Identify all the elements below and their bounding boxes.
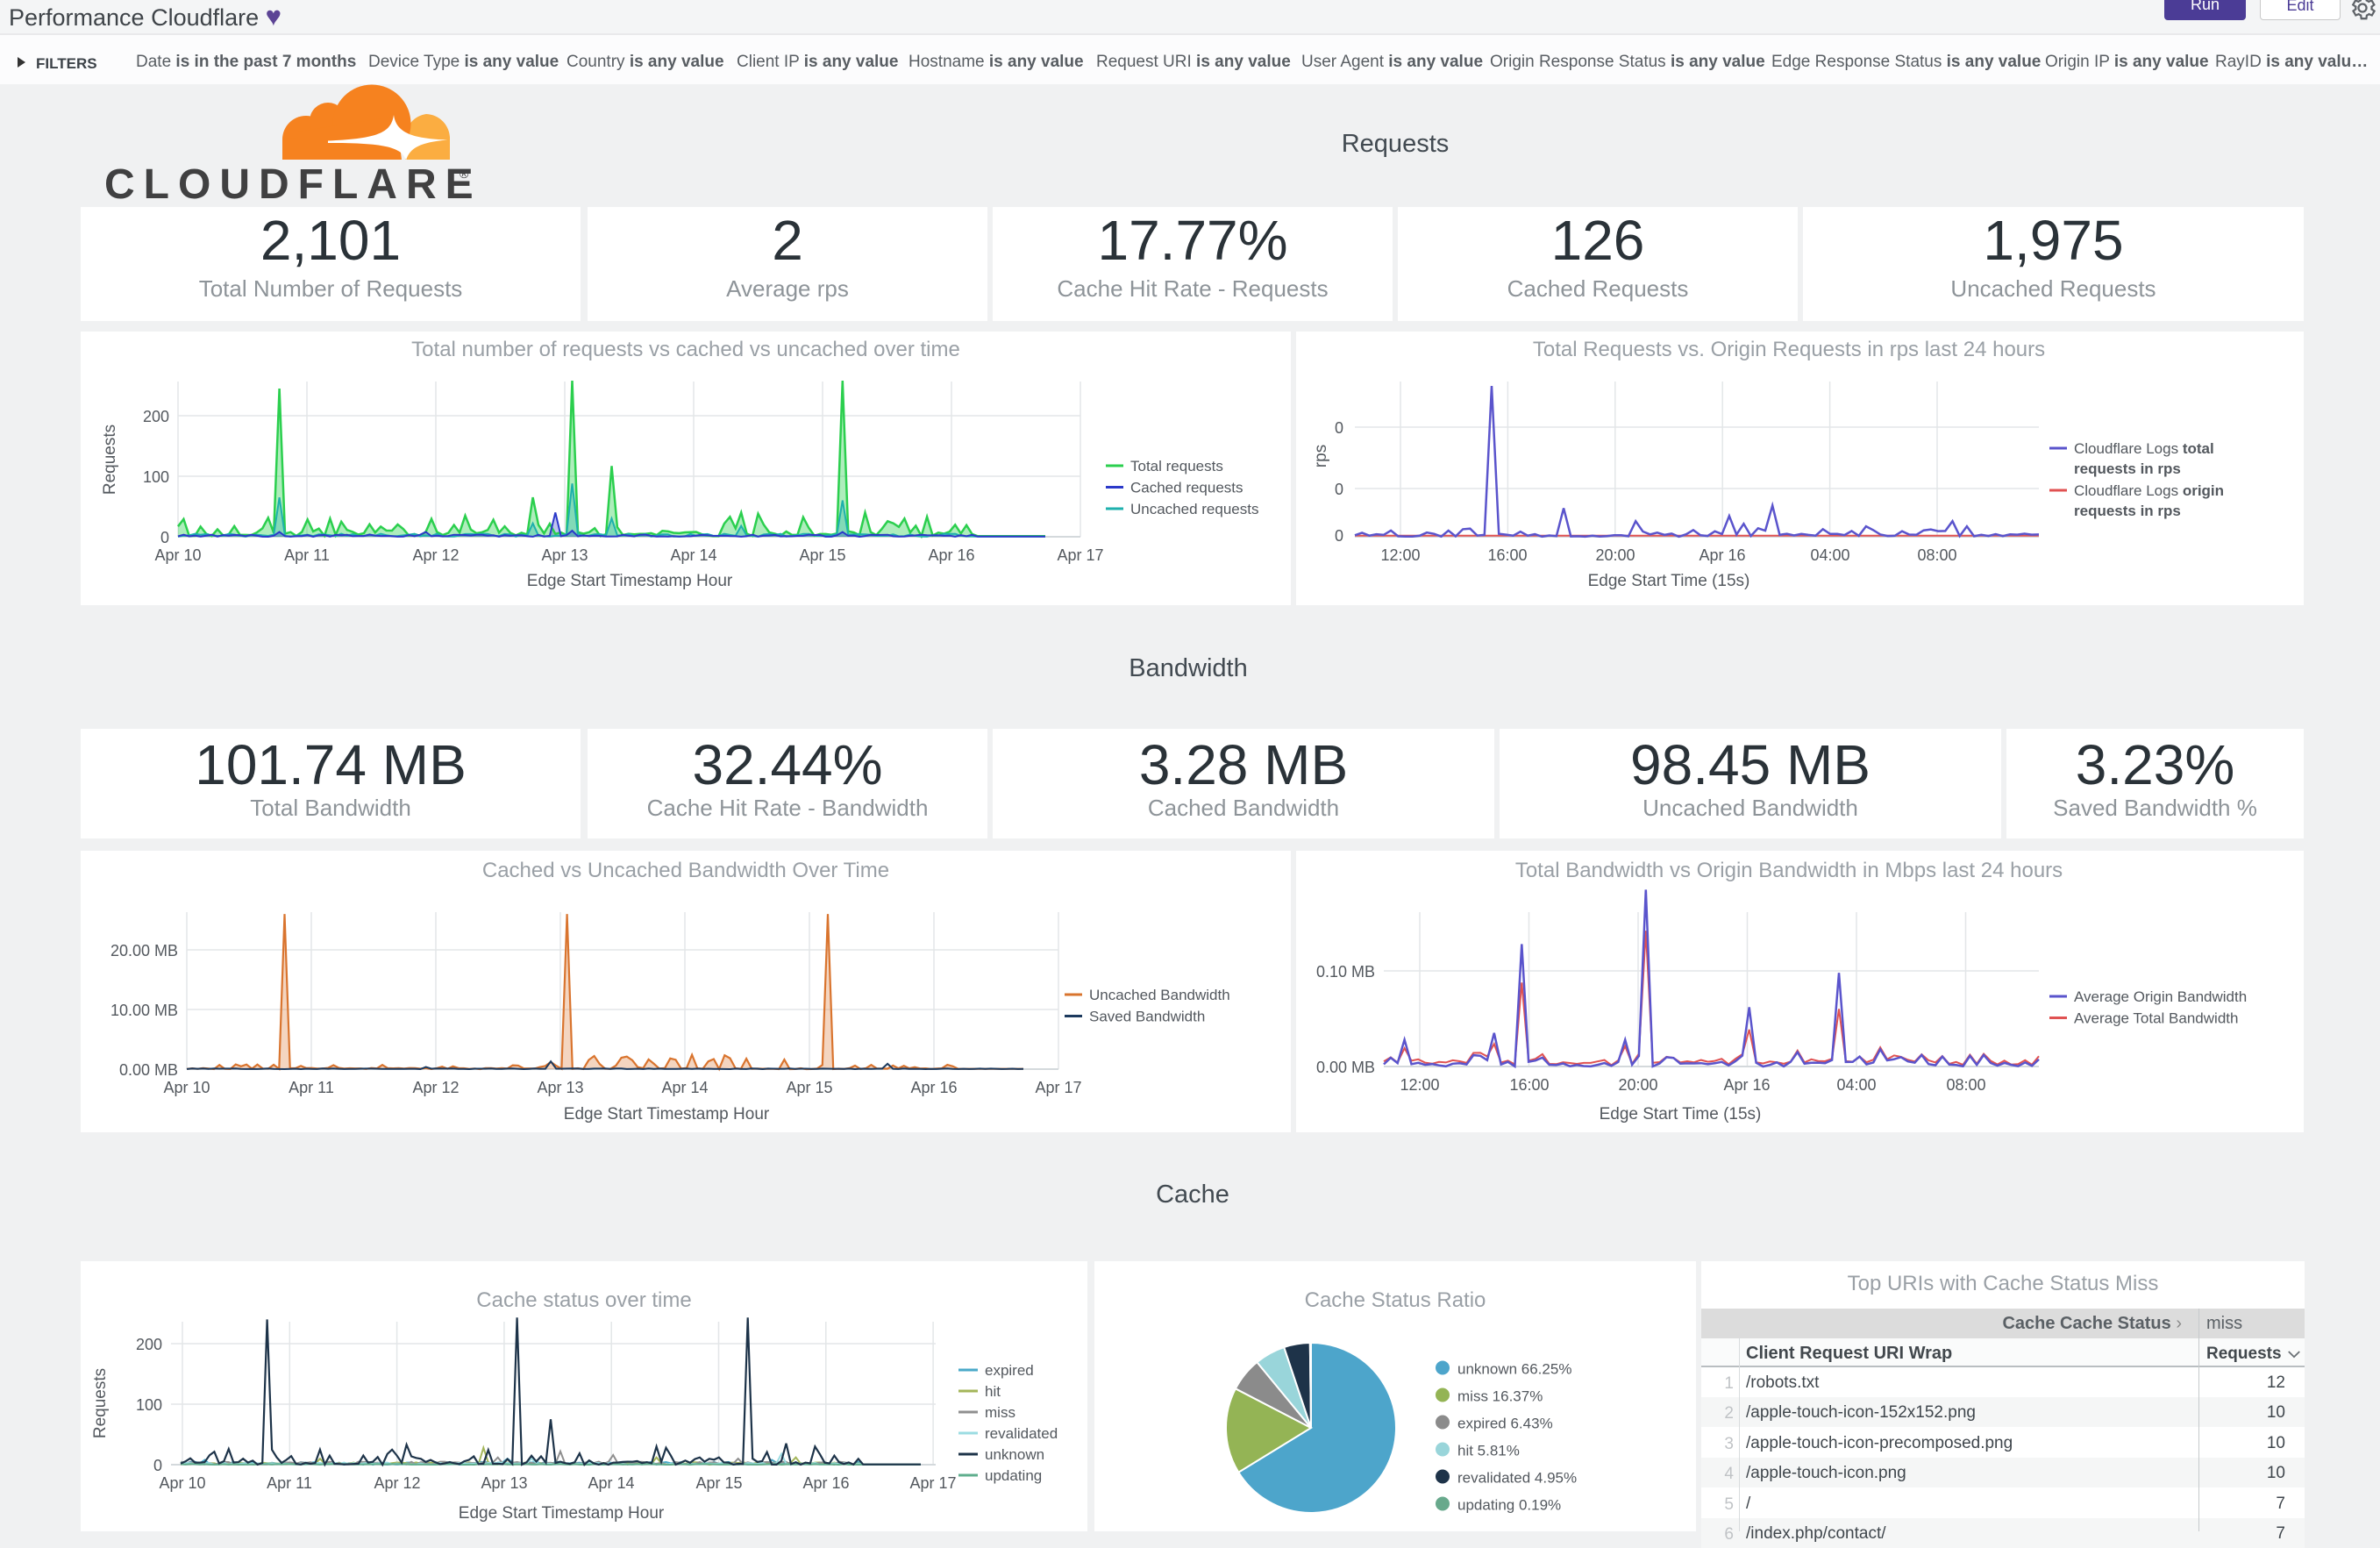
svg-text:miss: miss <box>985 1404 1015 1421</box>
svg-text:Cloudflare Logs origin: Cloudflare Logs origin <box>2074 482 2224 499</box>
svg-text:Apr 10: Apr 10 <box>159 1474 205 1492</box>
svg-text:Apr 11: Apr 11 <box>284 546 330 564</box>
svg-text:100: 100 <box>136 1396 162 1414</box>
svg-text:Total Requests vs. Origin Requ: Total Requests vs. Origin Requests in rp… <box>1533 338 2045 361</box>
svg-text:revalidated 4.95%: revalidated 4.95% <box>1457 1470 1577 1487</box>
svg-text:Apr 16: Apr 16 <box>910 1079 957 1096</box>
svg-text:08:00: 08:00 <box>1946 1076 1985 1094</box>
svg-text:Apr 12: Apr 12 <box>374 1474 420 1492</box>
svg-text:Total number of requests vs ca: Total number of requests vs cached vs un… <box>411 338 960 361</box>
svg-text:Uncached Bandwidth: Uncached Bandwidth <box>1089 987 1230 1003</box>
svg-text:Apr 12: Apr 12 <box>412 1079 459 1096</box>
svg-text:Edge Start Time (15s): Edge Start Time (15s) <box>1588 572 1750 590</box>
svg-text:Apr 14: Apr 14 <box>588 1474 634 1492</box>
svg-text:16:00: 16:00 <box>1487 546 1527 564</box>
svg-text:Apr 14: Apr 14 <box>661 1079 708 1096</box>
svg-text:0: 0 <box>160 529 169 546</box>
svg-text:®: ® <box>460 167 469 181</box>
svg-text:Apr 16: Apr 16 <box>1723 1076 1770 1094</box>
svg-text:Edge Start Time (15s): Edge Start Time (15s) <box>1600 1105 1762 1124</box>
svg-text:Total Bandwidth vs Origin Band: Total Bandwidth vs Origin Bandwidth in M… <box>1515 859 2063 882</box>
svg-text:unknown: unknown <box>985 1446 1044 1463</box>
svg-text:Total requests: Total requests <box>1130 458 1223 474</box>
svg-text:expired: expired <box>985 1362 1034 1379</box>
svg-text:0: 0 <box>1335 419 1343 437</box>
svg-text:Cache Status Ratio: Cache Status Ratio <box>1305 1288 1486 1312</box>
svg-text:Cache status over time: Cache status over time <box>476 1288 691 1312</box>
svg-text:20:00: 20:00 <box>1618 1076 1657 1094</box>
svg-text:Average Origin Bandwidth: Average Origin Bandwidth <box>2074 988 2247 1005</box>
svg-text:Cloudflare Logs total: Cloudflare Logs total <box>2074 440 2214 457</box>
svg-text:Requests: Requests <box>91 1368 110 1438</box>
svg-text:Apr 10: Apr 10 <box>163 1079 210 1096</box>
svg-text:10.00 MB: 10.00 MB <box>110 1002 178 1019</box>
svg-text:Apr 16: Apr 16 <box>928 546 974 564</box>
svg-text:0.00 MB: 0.00 MB <box>1316 1059 1375 1076</box>
svg-text:Apr 15: Apr 15 <box>786 1079 832 1096</box>
svg-text:Apr 17: Apr 17 <box>1035 1079 1081 1096</box>
svg-text:hit 5.81%: hit 5.81% <box>1457 1443 1520 1459</box>
svg-text:Apr 17: Apr 17 <box>1057 546 1103 564</box>
svg-text:Cached requests: Cached requests <box>1130 480 1243 496</box>
svg-text:expired 6.43%: expired 6.43% <box>1457 1416 1553 1432</box>
svg-text:200: 200 <box>143 408 169 425</box>
svg-text:08:00: 08:00 <box>1917 546 1956 564</box>
svg-text:miss 16.37%: miss 16.37% <box>1457 1388 1543 1405</box>
svg-text:Edge Start Timestamp Hour: Edge Start Timestamp Hour <box>527 572 733 590</box>
svg-text:Apr 13: Apr 13 <box>541 546 588 564</box>
svg-text:Apr 14: Apr 14 <box>670 546 716 564</box>
svg-text:20.00 MB: 20.00 MB <box>110 942 178 959</box>
svg-text:Cached vs Uncached Bandwidth O: Cached vs Uncached Bandwidth Over Time <box>482 859 889 882</box>
svg-text:revalidated: revalidated <box>985 1425 1058 1442</box>
svg-text:Apr 10: Apr 10 <box>154 546 201 564</box>
svg-text:Average Total Bandwidth: Average Total Bandwidth <box>2074 1010 2238 1027</box>
svg-text:0: 0 <box>1335 527 1343 545</box>
svg-text:Edge Start Timestamp Hour: Edge Start Timestamp Hour <box>459 1504 665 1523</box>
svg-text:200: 200 <box>136 1336 162 1353</box>
svg-text:Apr 11: Apr 11 <box>289 1079 334 1096</box>
svg-text:20:00: 20:00 <box>1595 546 1635 564</box>
svg-text:04:00: 04:00 <box>1810 546 1849 564</box>
svg-text:unknown 66.25%: unknown 66.25% <box>1457 1361 1571 1378</box>
svg-text:Apr 16: Apr 16 <box>802 1474 849 1492</box>
svg-text:100: 100 <box>143 468 169 486</box>
svg-text:rps: rps <box>1312 445 1330 467</box>
svg-text:Apr 15: Apr 15 <box>695 1474 742 1492</box>
svg-text:hit: hit <box>985 1383 1001 1400</box>
svg-text:16:00: 16:00 <box>1509 1076 1549 1094</box>
svg-text:04:00: 04:00 <box>1836 1076 1876 1094</box>
svg-text:Requests: Requests <box>101 424 119 495</box>
svg-text:Apr 17: Apr 17 <box>909 1474 956 1492</box>
svg-text:Apr 16: Apr 16 <box>1699 546 1745 564</box>
svg-text:Edge Start Timestamp Hour: Edge Start Timestamp Hour <box>564 1105 770 1124</box>
svg-text:12:00: 12:00 <box>1380 546 1420 564</box>
svg-text:requests in rps: requests in rps <box>2074 503 2181 519</box>
svg-text:Uncached requests: Uncached requests <box>1130 501 1258 517</box>
svg-text:Apr 13: Apr 13 <box>537 1079 583 1096</box>
svg-text:CLOUDFLARE: CLOUDFLARE <box>104 161 482 203</box>
svg-text:Apr 15: Apr 15 <box>799 546 845 564</box>
svg-text:12:00: 12:00 <box>1400 1076 1439 1094</box>
svg-text:requests in rps: requests in rps <box>2074 460 2181 477</box>
svg-text:Saved Bandwidth: Saved Bandwidth <box>1089 1009 1205 1025</box>
svg-text:Apr 11: Apr 11 <box>267 1474 312 1492</box>
svg-text:0.10 MB: 0.10 MB <box>1316 963 1375 981</box>
svg-text:Apr 13: Apr 13 <box>481 1474 527 1492</box>
svg-text:updating: updating <box>985 1467 1042 1484</box>
svg-text:updating 0.19%: updating 0.19% <box>1457 1497 1561 1514</box>
svg-text:Apr 12: Apr 12 <box>412 546 459 564</box>
svg-text:0: 0 <box>153 1457 162 1474</box>
svg-text:0.00 MB: 0.00 MB <box>119 1061 178 1079</box>
svg-text:0: 0 <box>1335 481 1343 498</box>
